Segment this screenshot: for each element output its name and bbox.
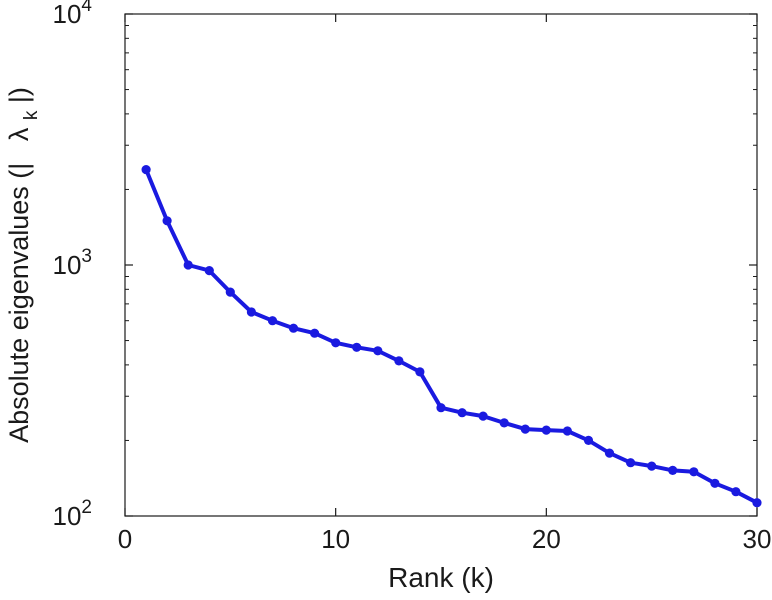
- y-axis-label: Absolute eigenvalues (| λ k |): [4, 87, 43, 443]
- data-point-marker: [394, 356, 404, 366]
- data-series: [141, 165, 762, 508]
- data-point-marker: [731, 487, 741, 497]
- data-point-marker: [162, 216, 172, 226]
- data-point-marker: [626, 458, 636, 468]
- y-label-prefix: Absolute eigenvalues (|: [4, 163, 34, 443]
- data-point-marker: [373, 346, 383, 356]
- y-tick-label: 102: [53, 497, 93, 531]
- x-tick-label: 10: [321, 524, 350, 554]
- data-point-marker: [457, 408, 467, 418]
- data-point-marker: [520, 424, 530, 434]
- data-point-marker: [225, 287, 235, 297]
- axis-major-ticks: [124, 13, 758, 517]
- data-point-marker: [436, 403, 446, 413]
- data-point-marker: [499, 418, 509, 428]
- x-tick-label: 20: [532, 524, 561, 554]
- data-point-marker: [583, 435, 594, 445]
- data-point-marker: [689, 467, 699, 477]
- data-point-marker: [352, 342, 362, 352]
- data-point-marker: [141, 165, 151, 175]
- data-point-marker: [246, 307, 256, 317]
- data-point-marker: [604, 448, 615, 458]
- data-point-marker: [478, 411, 488, 421]
- data-point-marker: [647, 461, 657, 471]
- data-point-marker: [668, 465, 678, 475]
- data-point-marker: [752, 498, 762, 508]
- y-minor-ticks: [125, 24, 757, 441]
- data-point-marker: [204, 266, 214, 276]
- data-point-marker: [562, 426, 573, 436]
- y-tick-label: 104: [53, 0, 93, 29]
- x-axis-label: Rank (k): [388, 562, 494, 593]
- y-tick-label: 103: [53, 246, 93, 280]
- data-point-marker: [310, 328, 320, 338]
- data-point-marker: [183, 260, 193, 270]
- data-point-marker: [415, 367, 425, 377]
- y-label-lambda: λ: [4, 127, 34, 141]
- y-label-subscript: k: [21, 110, 42, 120]
- axis-tick-labels: 0 10 20 30 102 103 104: [53, 0, 772, 554]
- data-point-marker: [541, 425, 551, 435]
- data-point-marker: [267, 316, 278, 326]
- x-tick-label: 0: [118, 524, 132, 554]
- data-point-marker: [331, 338, 341, 348]
- data-point-marker: [288, 323, 299, 333]
- eigenvalue-line: [144, 167, 759, 505]
- y-label-suffix: |): [4, 87, 34, 103]
- x-tick-label: 30: [743, 524, 772, 554]
- plot-border: [124, 13, 758, 517]
- data-point-marker: [710, 478, 720, 488]
